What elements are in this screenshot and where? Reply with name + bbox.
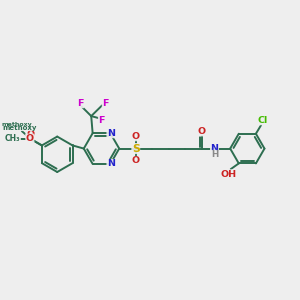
Text: F: F — [98, 116, 105, 125]
Text: O: O — [132, 156, 140, 165]
Text: N: N — [107, 159, 115, 168]
Text: O: O — [132, 132, 140, 141]
Text: H: H — [211, 150, 218, 159]
Text: O: O — [198, 127, 206, 136]
Text: S: S — [132, 144, 140, 154]
Text: N: N — [211, 144, 218, 153]
Text: methoxy: methoxy — [2, 125, 37, 131]
Text: methoxy: methoxy — [2, 122, 32, 128]
Text: Cl: Cl — [257, 116, 268, 125]
Text: F: F — [102, 99, 109, 108]
Text: OH: OH — [220, 170, 236, 179]
Text: CH₃: CH₃ — [5, 134, 20, 143]
Text: F: F — [77, 99, 84, 108]
Text: N: N — [107, 129, 115, 138]
Text: O: O — [26, 134, 34, 143]
Text: O: O — [26, 130, 34, 139]
